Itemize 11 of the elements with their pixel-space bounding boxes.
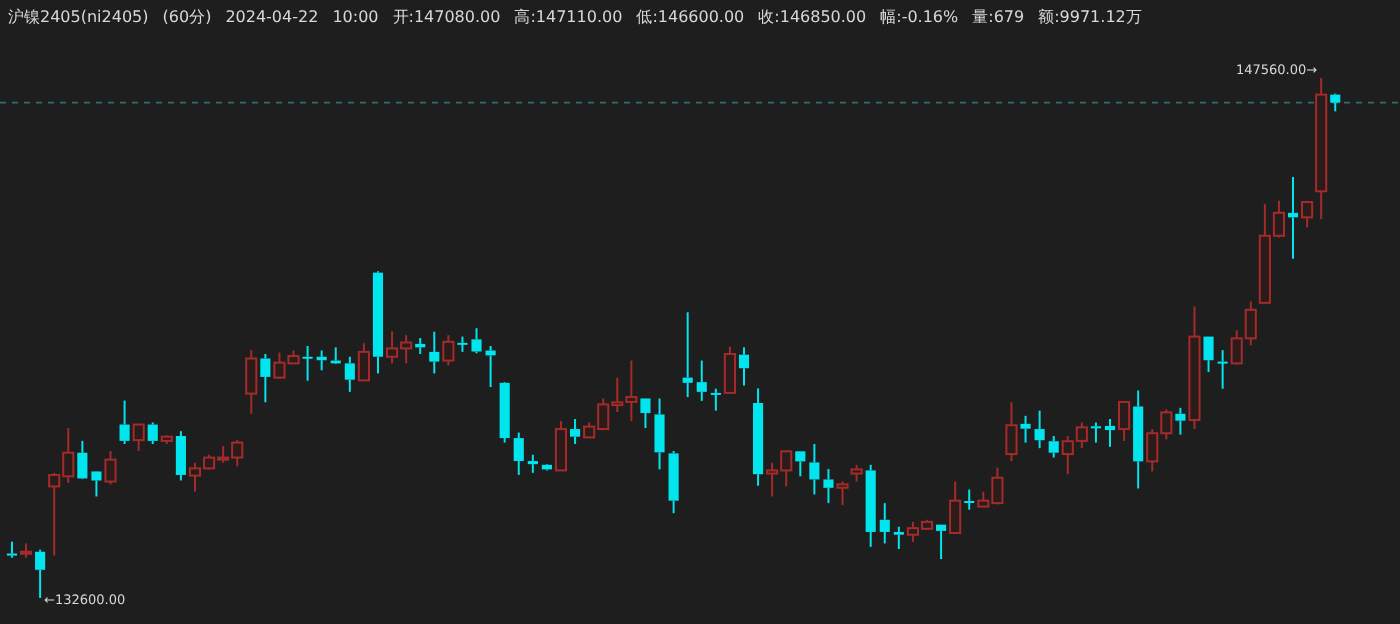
text: 开:147080.00 <box>392 8 501 26</box>
chart-subtitle: (60分) <box>162 8 212 26</box>
chart-title: 沪镍2405(ni2405) <box>8 8 149 26</box>
text: 2024-04-22 <box>225 8 319 26</box>
text: 额:9971.12万 <box>1038 8 1142 26</box>
text: 幅:-0.16% <box>880 8 960 26</box>
text: 高:147110.00 <box>514 8 623 26</box>
text: 量:679 <box>972 8 1025 26</box>
text: 收:146850.00 <box>758 8 867 26</box>
text: 10:00 <box>332 8 379 26</box>
text: 低:146600.00 <box>636 8 745 26</box>
